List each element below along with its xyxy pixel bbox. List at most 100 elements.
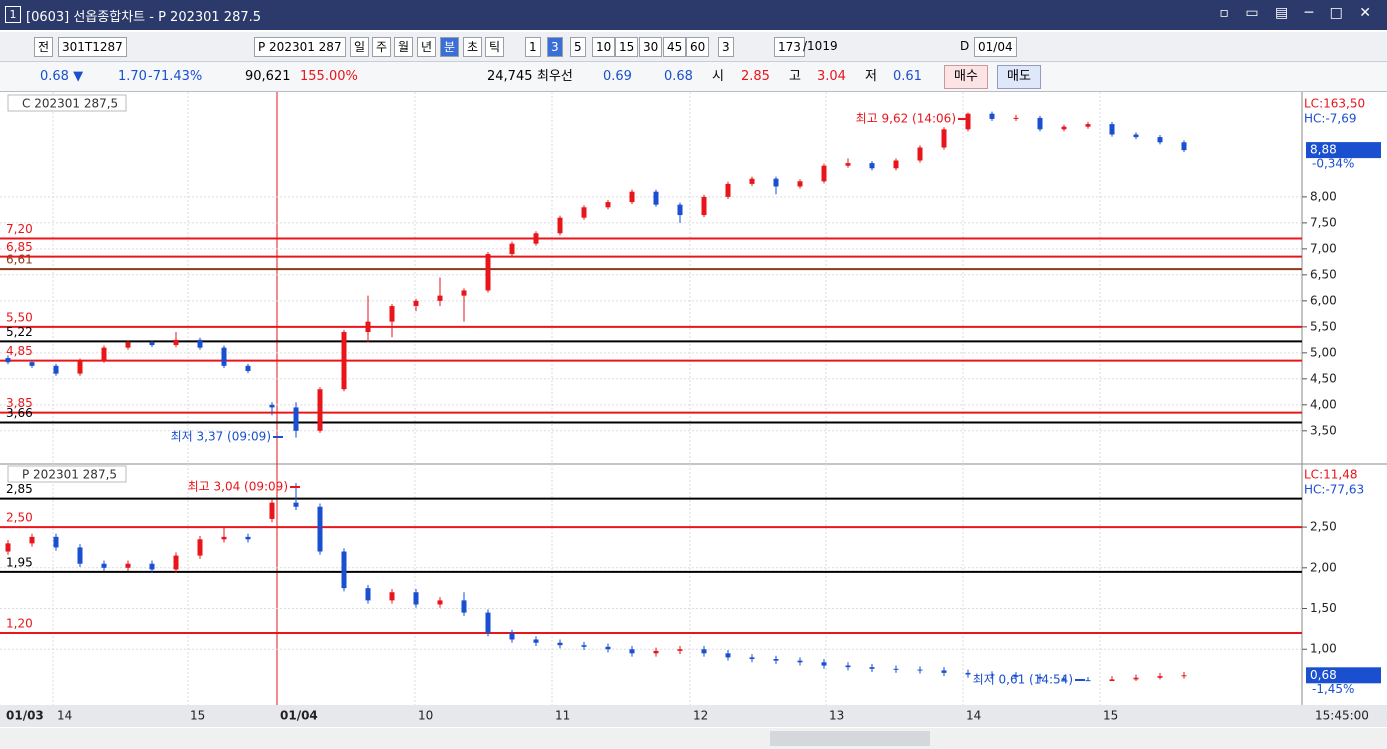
candle-body xyxy=(29,362,35,366)
toolbar-item[interactable]: 15 xyxy=(615,37,639,57)
candle-body xyxy=(101,347,107,361)
candle-body xyxy=(533,639,539,643)
candle-body xyxy=(341,332,347,390)
info-item: 시 xyxy=(712,69,724,84)
toolbar-item[interactable]: 초 xyxy=(463,37,483,57)
toolbar-item[interactable]: P 202301 287 xyxy=(254,37,346,57)
toolbar-item[interactable]: 틱 xyxy=(485,37,505,57)
candle-body xyxy=(989,113,995,119)
info-item: 최우선 xyxy=(537,69,573,84)
info-item: 3.04 xyxy=(817,69,846,84)
x-axis-bar xyxy=(0,705,1387,727)
level-label: 1,95 xyxy=(6,555,33,569)
candle-body xyxy=(413,300,419,307)
level-label: 7,20 xyxy=(6,222,33,236)
candle-body xyxy=(773,178,779,187)
scroll-thumb[interactable] xyxy=(770,731,930,746)
y-tick-label: 6,00 xyxy=(1310,293,1337,307)
last-change: -1,45% xyxy=(1312,682,1354,696)
candle-body xyxy=(1037,676,1043,679)
info-item[interactable]: 매수 xyxy=(944,65,988,89)
info-item: 1.70 xyxy=(118,69,147,84)
candle-body xyxy=(581,207,587,218)
toolbar-item[interactable]: 3 xyxy=(547,37,563,57)
toolbar-item[interactable]: 301T1287 xyxy=(58,37,127,57)
candle-body xyxy=(1157,676,1163,678)
pane-title: C 202301 287,5 xyxy=(22,97,118,111)
candle-body xyxy=(797,181,803,187)
candle-body xyxy=(389,306,395,322)
info-item: 저 xyxy=(865,69,877,84)
candle-body xyxy=(77,547,83,564)
info-item: 24,745 xyxy=(487,69,533,84)
candle-body xyxy=(629,191,635,203)
candle-body xyxy=(965,672,971,675)
toolbar-item[interactable]: 월 xyxy=(394,37,414,57)
pane-title: P 202301 287,5 xyxy=(22,468,117,482)
candle-body xyxy=(893,160,899,169)
x-label: 01/04 xyxy=(280,709,318,723)
window-controls[interactable]: ▫ ▭ ▤ ─ □ ✕ xyxy=(1219,5,1377,21)
toolbar-item[interactable]: 173 xyxy=(774,37,805,57)
lc-label: LC:163,50 xyxy=(1304,97,1365,111)
toolbar-item[interactable]: 주 xyxy=(372,37,392,57)
candle-body xyxy=(1109,679,1115,682)
last-change: -0,34% xyxy=(1312,157,1354,171)
candle-body xyxy=(677,204,683,216)
high-note: 최고 9,62 (14:06) xyxy=(856,112,956,126)
info-item: 고 xyxy=(789,69,801,84)
info-item: 90,621 xyxy=(245,69,291,84)
candle-body xyxy=(845,665,851,668)
toolbar-item[interactable]: 01/04 xyxy=(974,37,1017,57)
info-item: 0.68 xyxy=(664,69,693,84)
candle-body xyxy=(221,536,227,540)
candle-body xyxy=(605,202,611,208)
candle-body xyxy=(509,632,515,640)
candle-body xyxy=(53,365,59,374)
candle-body xyxy=(317,389,323,431)
level-label: 3,85 xyxy=(6,396,33,410)
toolbar-item[interactable]: 년 xyxy=(417,37,437,57)
candle-body xyxy=(413,592,419,605)
toolbar-item[interactable]: 3 xyxy=(718,37,734,57)
candle-body xyxy=(1013,117,1019,119)
toolbar-item[interactable]: 30 xyxy=(639,37,663,57)
time-label: 15:45:00 xyxy=(1315,709,1369,723)
info-item: 0.69 xyxy=(603,69,632,84)
toolbar-item[interactable]: 5 xyxy=(570,37,586,57)
candle-body xyxy=(485,612,491,633)
toolbar-item[interactable]: 일 xyxy=(350,37,370,57)
toolbar-item[interactable]: 1 xyxy=(525,37,541,57)
y-tick-label: 7,50 xyxy=(1310,215,1337,229)
scrollbar[interactable] xyxy=(0,728,1387,749)
candle-body xyxy=(461,290,467,296)
level-label: 6,85 xyxy=(6,240,33,254)
toolbar-item[interactable]: 전 xyxy=(34,37,54,57)
candle-body xyxy=(1061,126,1067,130)
candle-body xyxy=(293,502,299,507)
candle-body xyxy=(845,163,851,166)
toolbar-item[interactable]: 45 xyxy=(663,37,687,57)
candle-body xyxy=(749,657,755,660)
last-label: 8,88 xyxy=(1310,143,1337,157)
candle-body xyxy=(269,502,275,519)
y-tick-label: 5,50 xyxy=(1310,319,1337,333)
toolbar-item[interactable]: 60 xyxy=(686,37,710,57)
toolbar-item[interactable]: 분 xyxy=(440,37,460,57)
toolbar-item: /1019 xyxy=(803,39,838,53)
info-item: 0.61 xyxy=(893,69,922,84)
candle-body xyxy=(437,600,443,605)
info-item: 0.68 ▼ xyxy=(40,69,84,84)
candle-body xyxy=(1085,124,1091,127)
toolbar-item[interactable]: 10 xyxy=(592,37,616,57)
level-label: 2,50 xyxy=(6,511,33,525)
x-label: 14 xyxy=(966,709,981,723)
x-label: 12 xyxy=(693,709,708,723)
candle-body xyxy=(101,563,107,568)
last-box xyxy=(1306,142,1381,159)
candle-body xyxy=(533,233,539,244)
info-item[interactable]: 매도 xyxy=(997,65,1041,89)
candle-body xyxy=(653,650,659,654)
chart-bg xyxy=(0,92,1387,706)
